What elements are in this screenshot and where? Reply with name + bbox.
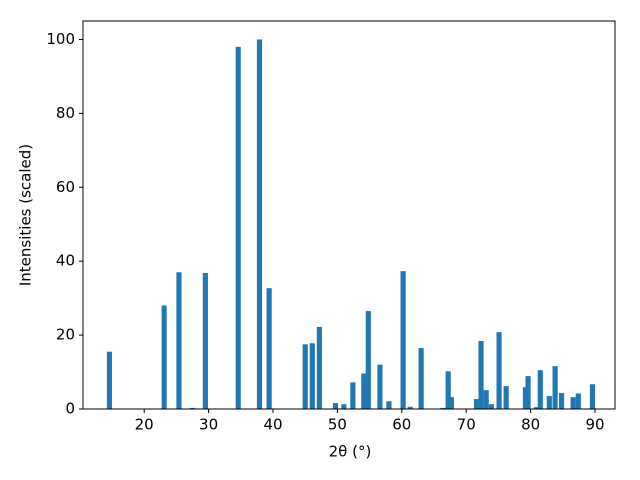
bar bbox=[575, 393, 581, 409]
bar bbox=[161, 305, 167, 409]
bar bbox=[552, 366, 558, 409]
bar bbox=[365, 311, 371, 409]
bar bbox=[256, 39, 263, 409]
bar bbox=[332, 403, 339, 409]
bar bbox=[473, 399, 480, 409]
x-tick-label: 90 bbox=[585, 416, 604, 434]
y-tick-label: 100 bbox=[46, 30, 75, 48]
bar bbox=[266, 288, 272, 409]
bar bbox=[106, 351, 112, 409]
bar bbox=[558, 393, 565, 409]
bar bbox=[448, 397, 454, 409]
bar bbox=[533, 407, 539, 409]
x-tick-label: 60 bbox=[392, 416, 411, 434]
bar bbox=[407, 406, 413, 409]
x-tick-label: 50 bbox=[328, 416, 347, 434]
y-axis-label: Intensities (scaled) bbox=[17, 144, 35, 286]
y-tick-label: 60 bbox=[56, 178, 75, 196]
y-tick-label: 80 bbox=[56, 104, 75, 122]
x-axis-label: 2θ (°) bbox=[329, 443, 372, 461]
x-tick-label: 20 bbox=[135, 416, 154, 434]
bar bbox=[483, 390, 489, 409]
bar bbox=[570, 397, 576, 409]
plot-frame bbox=[82, 20, 616, 410]
bar bbox=[309, 343, 315, 409]
bar bbox=[418, 348, 424, 409]
x-tick-label: 30 bbox=[199, 416, 218, 434]
bar bbox=[488, 404, 494, 409]
bar bbox=[176, 272, 182, 409]
x-tick-label: 40 bbox=[263, 416, 282, 434]
bar bbox=[400, 271, 406, 409]
bar bbox=[546, 396, 552, 409]
bar bbox=[202, 273, 208, 409]
y-tick-label: 40 bbox=[56, 252, 75, 270]
x-tick-label: 80 bbox=[521, 416, 540, 434]
bar bbox=[350, 382, 356, 409]
bar bbox=[440, 407, 446, 409]
bar bbox=[503, 386, 509, 409]
bar bbox=[478, 341, 484, 409]
bar bbox=[496, 332, 502, 409]
bar bbox=[341, 404, 347, 409]
bar bbox=[316, 326, 322, 409]
y-tick-label: 0 bbox=[65, 400, 75, 418]
bar bbox=[537, 370, 543, 409]
bar bbox=[445, 371, 451, 409]
bar bbox=[302, 344, 308, 409]
bar bbox=[377, 364, 383, 409]
bar bbox=[189, 407, 196, 409]
x-tick-label: 70 bbox=[457, 416, 476, 434]
y-tick-label: 20 bbox=[56, 326, 75, 344]
bar bbox=[589, 384, 596, 409]
bar bbox=[525, 376, 531, 409]
bar bbox=[235, 46, 241, 409]
bar bbox=[361, 373, 367, 409]
bar bbox=[386, 401, 392, 409]
